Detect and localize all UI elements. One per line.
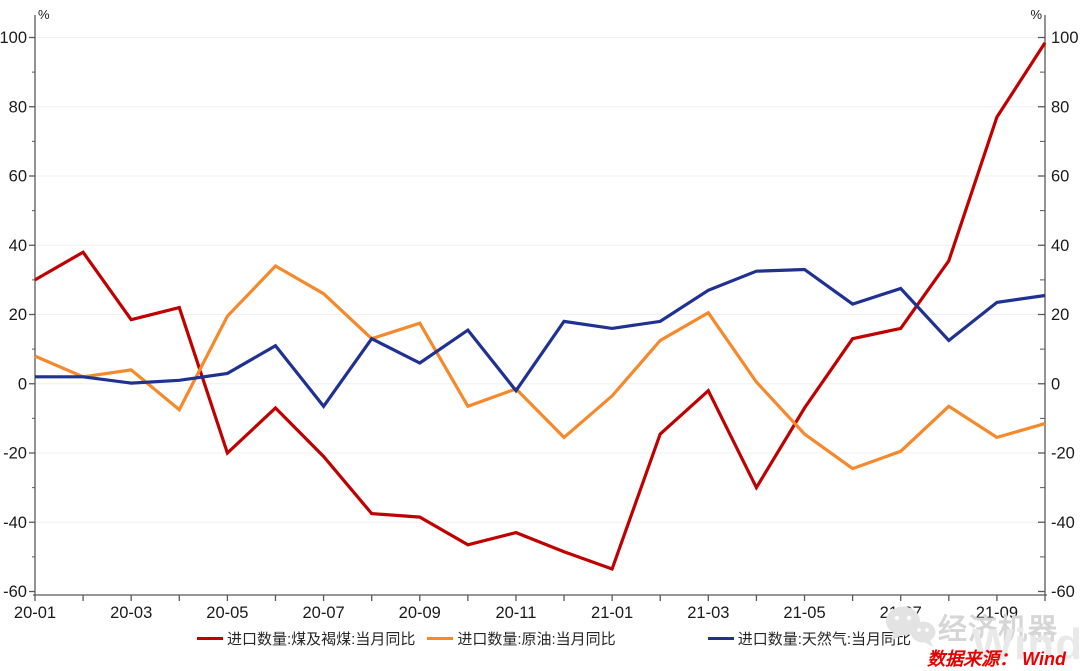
svg-text:20-11: 20-11 <box>495 604 536 622</box>
svg-text:%: % <box>1030 7 1042 22</box>
svg-text:0: 0 <box>1051 375 1060 393</box>
svg-text:20-07: 20-07 <box>302 604 344 622</box>
svg-text:21-01: 21-01 <box>591 604 633 622</box>
legend-label-crude-oil: 进口数量:原油:当月同比 <box>457 631 616 648</box>
svg-text:100: 100 <box>1051 29 1079 47</box>
svg-text:20-01: 20-01 <box>14 604 56 622</box>
svg-text:60: 60 <box>9 168 27 186</box>
svg-text:20-03: 20-03 <box>110 604 152 622</box>
svg-text:80: 80 <box>9 98 27 116</box>
svg-text:100: 100 <box>0 29 27 47</box>
svg-text:-60: -60 <box>3 583 27 601</box>
svg-text:21-03: 21-03 <box>687 604 729 622</box>
data-source-note: 数据来源： Wind <box>927 649 1066 669</box>
series-line-crude-oil <box>34 263 1046 471</box>
svg-text:20-09: 20-09 <box>399 604 441 622</box>
legend-line-swatch-crude-oil <box>427 637 454 640</box>
legend-item-natural-gas: 进口数量:天然气:当月同比 <box>707 628 912 649</box>
svg-text:60: 60 <box>1051 168 1069 186</box>
watermark-brand-text: 经济机器 <box>938 614 1059 646</box>
svg-text:20: 20 <box>1051 306 1069 324</box>
series-line-coal <box>34 41 1047 572</box>
chart-legend: 进口数量:煤及褐煤:当月同比 进口数量:原油:当月同比 进口数量:天然气:当月同… <box>197 628 911 649</box>
svg-text:40: 40 <box>9 237 27 255</box>
svg-text:20: 20 <box>9 306 27 324</box>
series-line-natural-gas <box>35 267 1046 409</box>
wechat-logo-icon <box>886 606 936 647</box>
legend-line-swatch-natural-gas <box>707 637 734 640</box>
watermark-wind-ghost-text: Wind <box>972 620 1080 669</box>
legend-item-coal: 进口数量:煤及褐煤:当月同比 <box>197 628 415 649</box>
svg-text:80: 80 <box>1051 98 1069 116</box>
legend-item-crude-oil: 进口数量:原油:当月同比 <box>427 628 616 649</box>
svg-text:-20: -20 <box>3 445 27 463</box>
svg-text:21-09: 21-09 <box>976 604 1018 622</box>
svg-text:-60: -60 <box>1051 583 1075 601</box>
svg-text:-20: -20 <box>1051 445 1075 463</box>
legend-line-swatch-coal <box>197 637 223 640</box>
line-chart: -60 -60 -40 -40 -20 -20 0 0 20 20 40 40 60 60 80 80 100 1… <box>0 7 1079 622</box>
legend-label-natural-gas: 进口数量:天然气:当月同比 <box>737 631 912 648</box>
svg-text:20-05: 20-05 <box>206 604 248 622</box>
svg-text:0: 0 <box>18 375 27 393</box>
svg-text:40: 40 <box>1051 237 1069 255</box>
svg-text:%: % <box>38 7 50 22</box>
svg-text:21-05: 21-05 <box>783 604 825 622</box>
svg-text:-40: -40 <box>3 514 27 532</box>
legend-label-coal: 进口数量:煤及褐煤:当月同比 <box>227 631 416 648</box>
svg-text:-40: -40 <box>1051 514 1075 532</box>
